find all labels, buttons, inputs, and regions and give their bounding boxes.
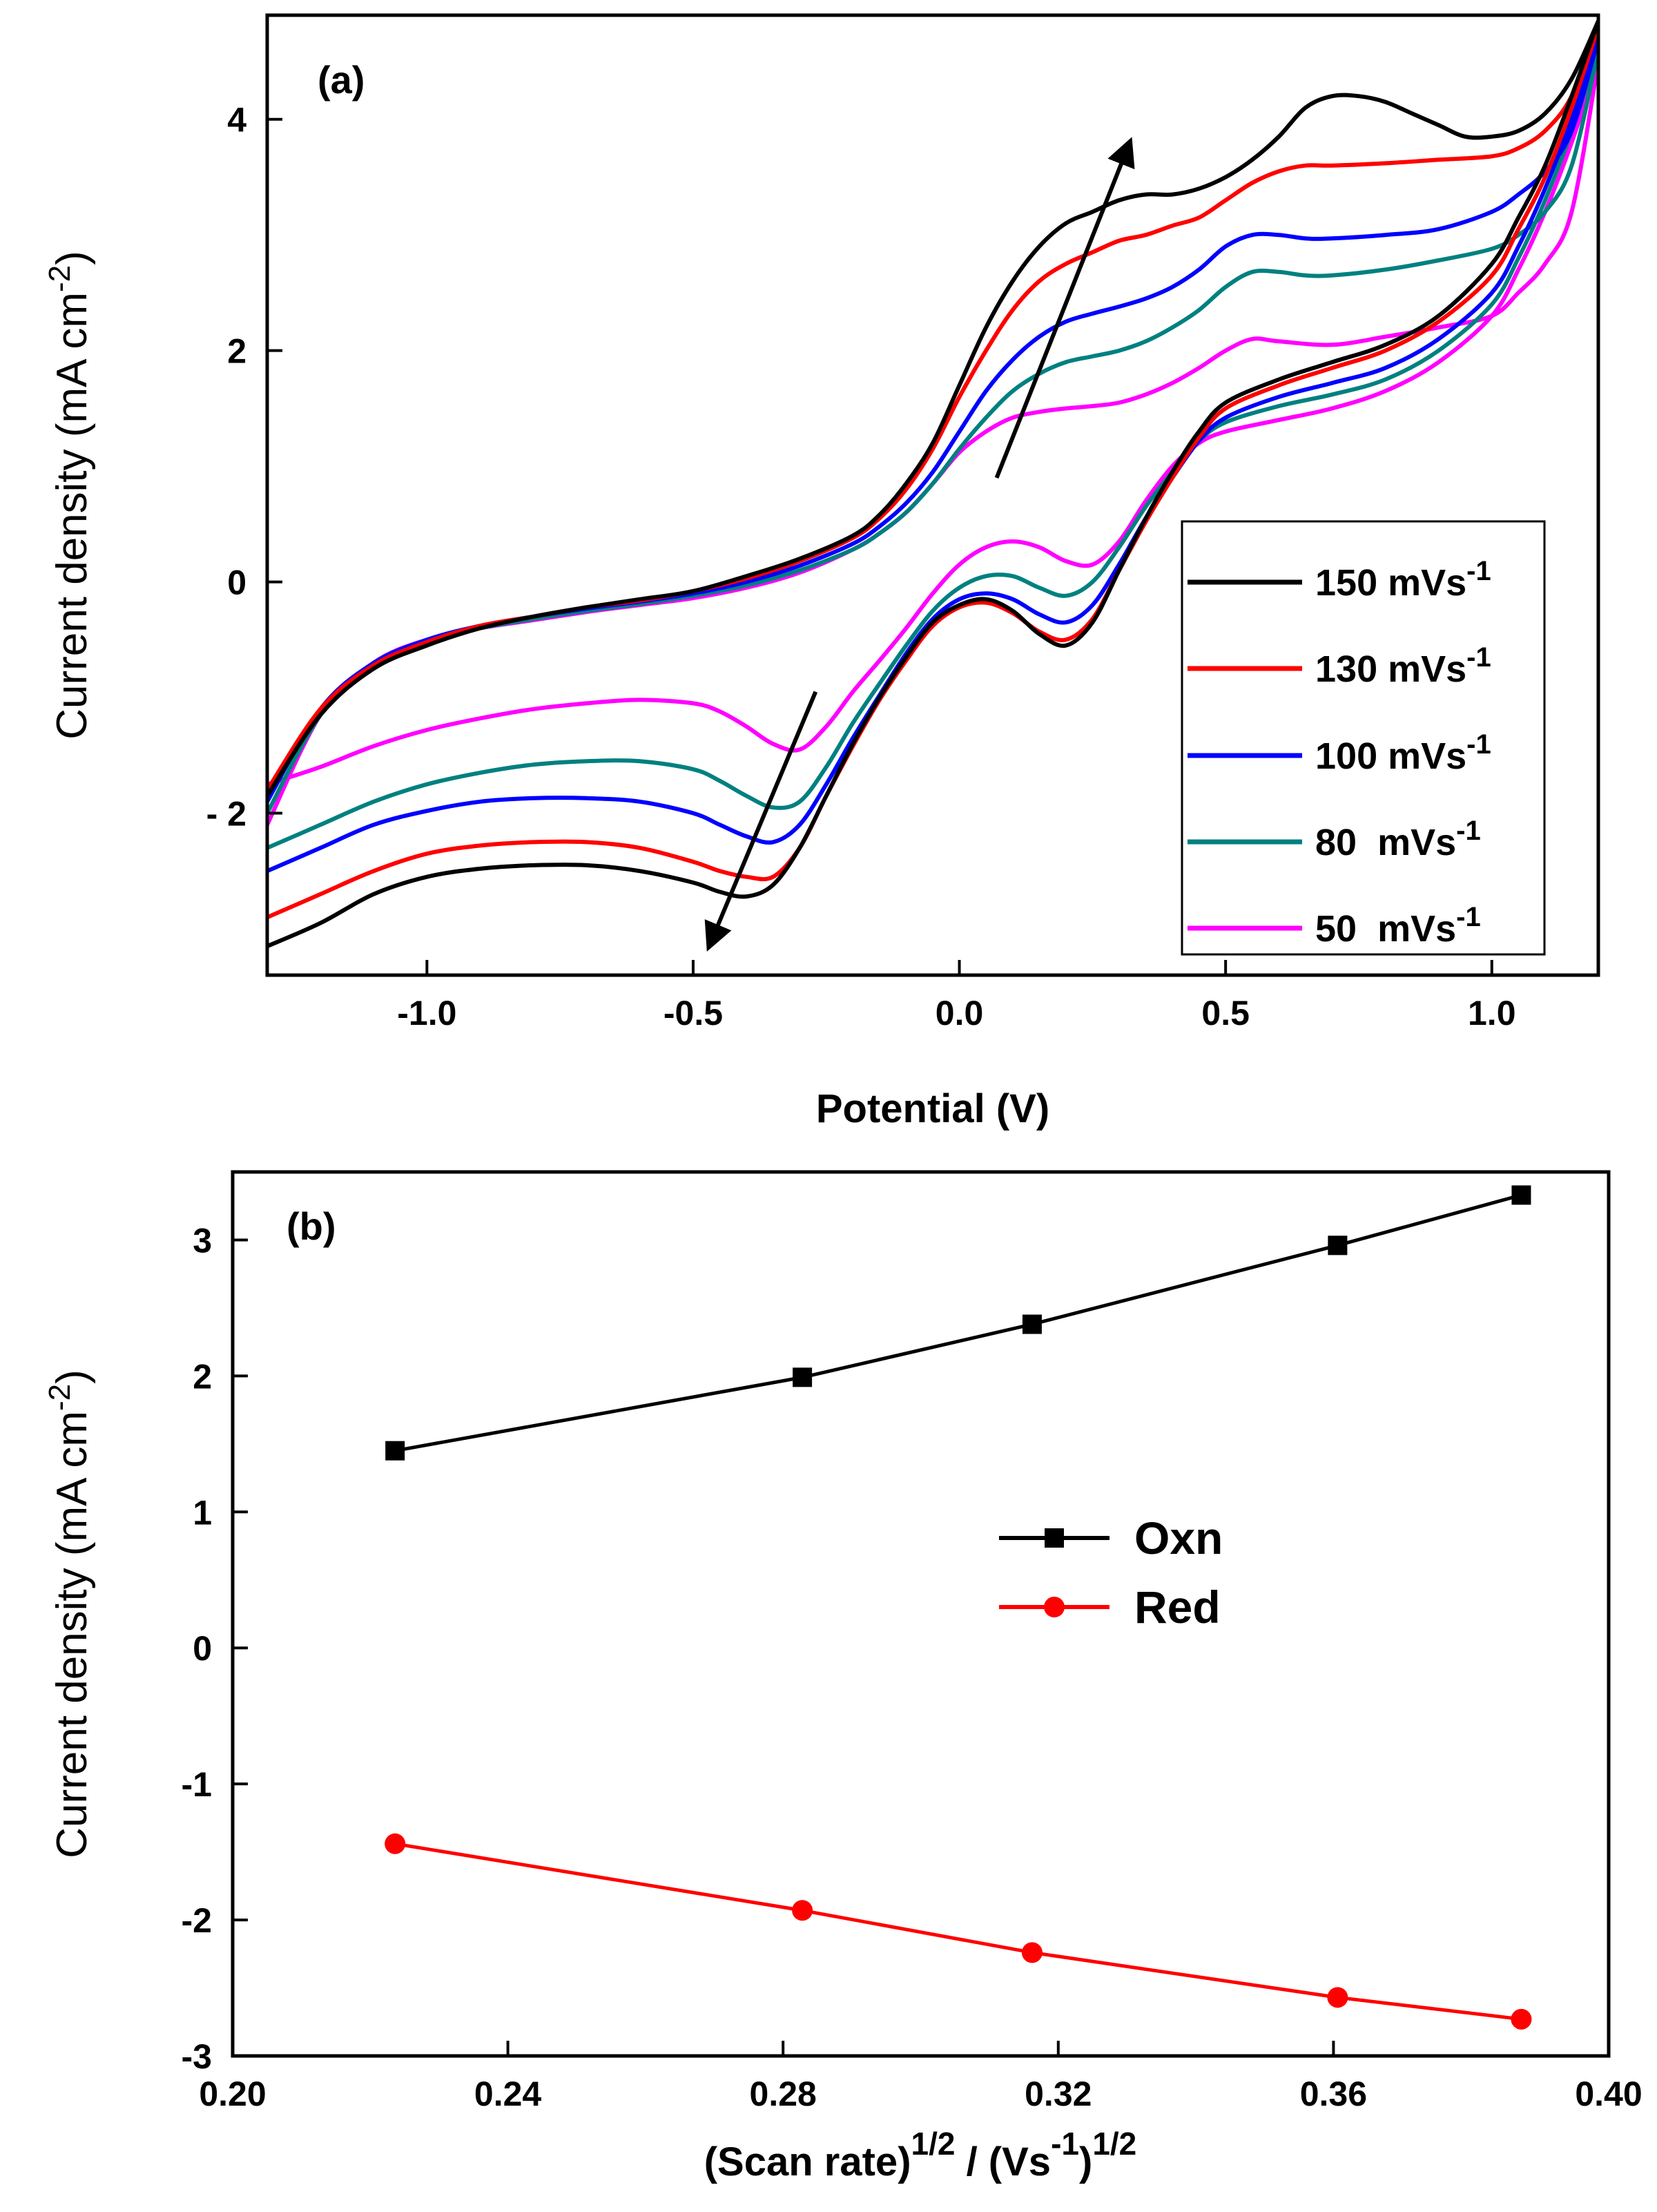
x-tick-label: 0.24 bbox=[474, 2075, 542, 2113]
circle-marker-icon bbox=[1044, 1597, 1065, 1617]
x-tick-label: 1.0 bbox=[1468, 994, 1516, 1032]
arrow-icon bbox=[704, 691, 818, 952]
scan-rate-series bbox=[394, 1193, 1522, 2021]
legend-entry-130: 130 mVs-1 bbox=[1188, 642, 1491, 690]
cv-curve-forward bbox=[267, 61, 1598, 787]
x-axis-label-a: Potential (V) bbox=[816, 1086, 1049, 1131]
x-tick-label: -1.0 bbox=[397, 994, 456, 1032]
plot-frame-a bbox=[265, 13, 1600, 977]
cv-curve-forward bbox=[267, 37, 1598, 874]
legend-entry-oxn: Oxn bbox=[999, 1512, 1223, 1564]
y-tick-label: 0 bbox=[227, 564, 246, 602]
data-point-red bbox=[792, 1900, 813, 1921]
cv-curve-forward bbox=[267, 49, 1598, 850]
x-tick-label: 0.32 bbox=[1025, 2075, 1092, 2113]
panel-label-b: (b) bbox=[287, 1204, 336, 1248]
legend-label: Red bbox=[1134, 1581, 1221, 1633]
series-line-oxn bbox=[394, 1193, 1522, 1453]
y-ticks-a: - 2 0 2 4 bbox=[206, 101, 282, 834]
scan-direction-arrows bbox=[704, 137, 1135, 952]
y-tick-label: -1 bbox=[182, 1765, 212, 1804]
square-marker-icon bbox=[1045, 1528, 1064, 1548]
legend-label: 100 mVs-1 bbox=[1315, 729, 1491, 777]
cv-curves bbox=[267, 20, 1598, 948]
legend-label: 150 mVs-1 bbox=[1315, 556, 1491, 604]
y-tick-label: -2 bbox=[182, 1901, 212, 1940]
legend-entry-100: 100 mVs-1 bbox=[1188, 729, 1491, 777]
legend-label: Oxn bbox=[1134, 1512, 1223, 1564]
legend-label: 50 mVs-1 bbox=[1315, 902, 1481, 950]
panel-a: -1.0 -0.5 0.0 0.5 1.0 - 2 0 2 4 (a) Potential (… bbox=[43, 13, 1600, 1131]
x-tick-label: 0.5 bbox=[1201, 994, 1250, 1032]
data-point-red bbox=[1327, 1987, 1348, 2008]
legend-b: Oxn Red bbox=[999, 1512, 1223, 1633]
x-tick-label: -0.5 bbox=[663, 994, 723, 1032]
y-tick-label: 4 bbox=[227, 101, 246, 140]
data-point-red bbox=[385, 1833, 406, 1854]
x-tick-label: 0.40 bbox=[1575, 2075, 1642, 2113]
cv-curve-reverse bbox=[267, 49, 1598, 814]
y-axis-label-b: Current density (mA cm-2) bbox=[43, 1369, 96, 1858]
x-axis-label-b: (Scan rate)1/2 / (Vs-1)1/2 bbox=[704, 2126, 1137, 2184]
y-tick-label: 2 bbox=[227, 332, 246, 371]
x-ticks-b: 0.20 0.24 0.28 0.32 0.36 0.40 bbox=[199, 2041, 1643, 2113]
data-point-oxn bbox=[1511, 1185, 1531, 1205]
panel-label-a: (a) bbox=[318, 58, 365, 102]
y-tick-label: 0 bbox=[193, 1629, 212, 1668]
legend-entry-150: 150 mVs-1 bbox=[1188, 556, 1491, 604]
data-point-oxn bbox=[385, 1441, 405, 1461]
legend-label: 80 mVs-1 bbox=[1315, 816, 1481, 863]
y-tick-label: 2 bbox=[193, 1357, 212, 1396]
data-point-oxn bbox=[793, 1367, 813, 1387]
y-tick-label: 3 bbox=[193, 1221, 212, 1260]
data-points bbox=[385, 1185, 1532, 2030]
data-point-oxn bbox=[1022, 1314, 1042, 1334]
y-tick-label: - 2 bbox=[206, 795, 246, 834]
data-point-oxn bbox=[1328, 1235, 1348, 1256]
plot-frame-b bbox=[231, 1170, 1611, 2058]
data-point-red bbox=[1021, 1942, 1043, 1963]
x-ticks-a: -1.0 -0.5 0.0 0.5 1.0 bbox=[397, 960, 1516, 1032]
series-line-red bbox=[394, 1842, 1522, 2021]
y-tick-label: 1 bbox=[193, 1493, 212, 1532]
cv-curve-reverse bbox=[267, 20, 1598, 798]
legend-entry-red: Red bbox=[999, 1581, 1221, 1633]
y-tick-label: -3 bbox=[182, 2037, 212, 2076]
x-tick-label: 0.20 bbox=[199, 2075, 266, 2113]
legend-entry-80: 80 mVs-1 bbox=[1188, 816, 1481, 863]
legend-label: 130 mVs-1 bbox=[1315, 642, 1491, 690]
legend-entry-50: 50 mVs-1 bbox=[1188, 902, 1481, 950]
cv-curve-forward bbox=[267, 26, 1598, 920]
y-ticks-b: -3 -2 -1 0 1 2 3 bbox=[182, 1221, 248, 2076]
y-axis-label-a: Current density (mA cm-2) bbox=[43, 251, 96, 740]
x-tick-label: 0.36 bbox=[1300, 2075, 1367, 2113]
x-tick-label: 0.0 bbox=[936, 994, 984, 1032]
data-point-red bbox=[1511, 2008, 1532, 2030]
arrow-icon bbox=[994, 137, 1135, 479]
legend-a: 150 mVs-1 130 mVs-1 100 mVs-1 80 mVs-1 5… bbox=[1181, 520, 1546, 956]
cv-curve-forward bbox=[267, 20, 1598, 948]
x-tick-label: 0.28 bbox=[750, 2075, 817, 2113]
legend-box-a bbox=[1181, 520, 1546, 956]
